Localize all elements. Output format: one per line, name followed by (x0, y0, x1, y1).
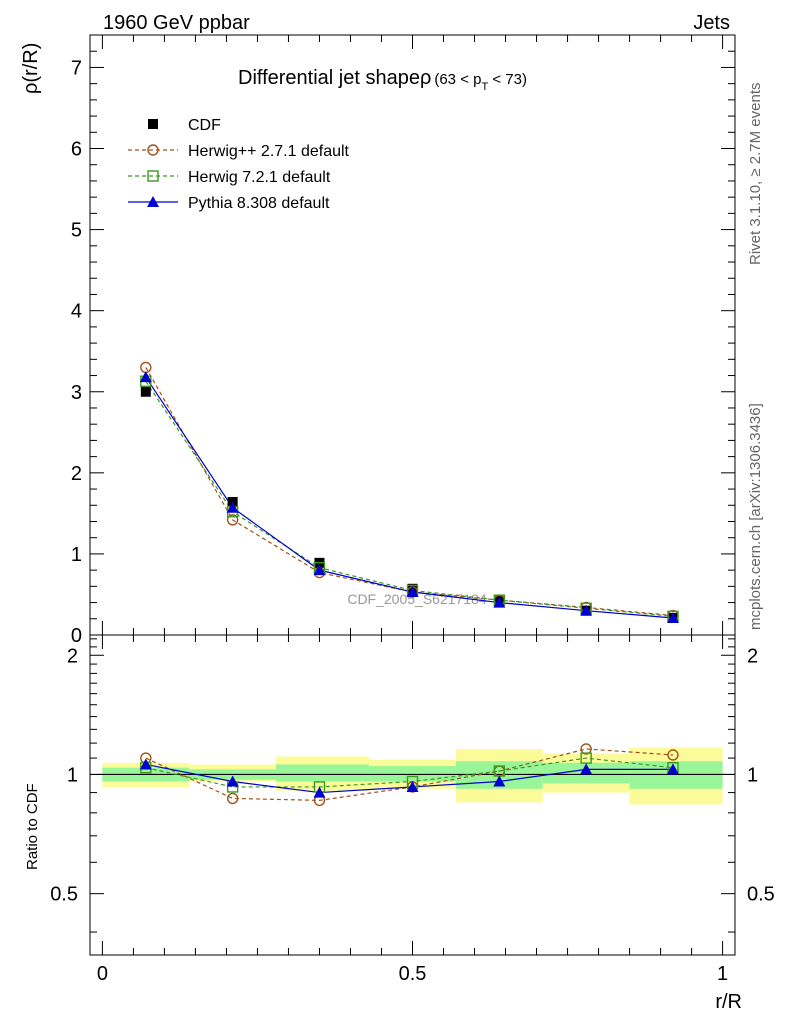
ratio-point (226, 775, 239, 787)
header-right: Jets (693, 12, 730, 34)
mcplots-label: mcplots.cern.ch [arXiv:1306.3436] (747, 403, 764, 630)
legend: CDF Herwig++ 2.7.1 default Herwig 7.2.1 de… (128, 117, 350, 212)
rivet-label: Rivet 3.1.10, ≥ 2.7M events (747, 83, 764, 266)
ratio-point (580, 752, 592, 764)
legend-marker (148, 119, 158, 129)
main-ticks: 0 1 2 3 4 5 6 7 (71, 35, 735, 647)
legend-marker (147, 170, 159, 182)
ratio-point (139, 758, 152, 770)
main-point (313, 564, 326, 576)
main-y-tick-label: 4 (71, 301, 82, 323)
ratio-y-tick-label-right: 2 (747, 645, 758, 667)
ratio-point (666, 763, 679, 775)
ratio-ticks: 0 0.5 1 0.5 0.5 1 1 2 2 (50, 635, 775, 985)
main-series (139, 361, 679, 623)
title-sub: (63 < p (434, 71, 481, 88)
ratio-y-tick-label-right: 1 (747, 764, 758, 786)
ratio-inner-band (276, 764, 370, 782)
main-y-tick-label: 2 (71, 463, 82, 485)
main-y-tick-label: 0 (71, 625, 82, 647)
main-point (140, 386, 151, 397)
main-frame (89, 34, 736, 636)
ratio-x-tick-label: 1 (717, 963, 728, 985)
legend-marker (147, 196, 159, 207)
main-series-line (145, 367, 674, 617)
main-y-tick-label: 6 (71, 139, 82, 161)
ratio-y-tick-label: 1 (67, 764, 78, 786)
main-point (139, 371, 152, 383)
main-y-tick-label: 1 (71, 544, 82, 566)
legend-label: CDF (188, 117, 221, 134)
main-point (666, 611, 679, 623)
main-point (580, 604, 593, 616)
ratio-frame (89, 634, 736, 956)
legend-label: Herwig++ 2.7.1 default (188, 143, 350, 160)
ratio-point (313, 786, 326, 798)
ratio-y-tick-label: 2 (67, 645, 78, 667)
ratio-point (493, 775, 506, 787)
legend-label: Pythia 8.308 default (188, 195, 330, 212)
ratio-series (139, 743, 679, 807)
legend-label: Herwig 7.2.1 default (188, 169, 331, 186)
ratio-y-tick-label-right: 0.5 (747, 884, 775, 906)
main-y-tick-label: 5 (71, 220, 82, 242)
ratio-x-tick-label: 0.5 (399, 963, 427, 985)
ratio-point (406, 780, 419, 792)
ratio-point (580, 763, 593, 775)
legend-marker (147, 144, 159, 156)
ratio-x-tick-label: 0 (97, 963, 108, 985)
main-y-tick-label: 7 (71, 57, 82, 79)
title-sub-index: T (481, 81, 488, 93)
ratio-inner-band (369, 766, 456, 782)
main-series-line (145, 376, 674, 619)
main-point (226, 514, 239, 526)
title-sub-end: < 73) (488, 71, 527, 88)
ratio-y-axis-label: Ratio to CDF (24, 783, 41, 870)
ratio-point (580, 743, 592, 755)
header-left: 1960 GeV ppbar (103, 12, 250, 34)
chart-title: Differential jet shapeρ (63 < pT < 73) (238, 67, 527, 93)
ratio-y-tick-label: 0.5 (50, 884, 78, 906)
x-axis-label: r/R (715, 991, 742, 1013)
main-point (406, 586, 419, 598)
main-y-axis-label: ρ(r/R) (20, 43, 42, 94)
main-point (226, 501, 239, 513)
main-point (493, 596, 506, 608)
main-y-tick-label: 3 (71, 382, 82, 404)
main-series-line (145, 380, 674, 617)
ratio-point (226, 792, 239, 805)
title-main: Differential jet shapeρ (238, 67, 431, 89)
ratio-point (667, 749, 679, 761)
